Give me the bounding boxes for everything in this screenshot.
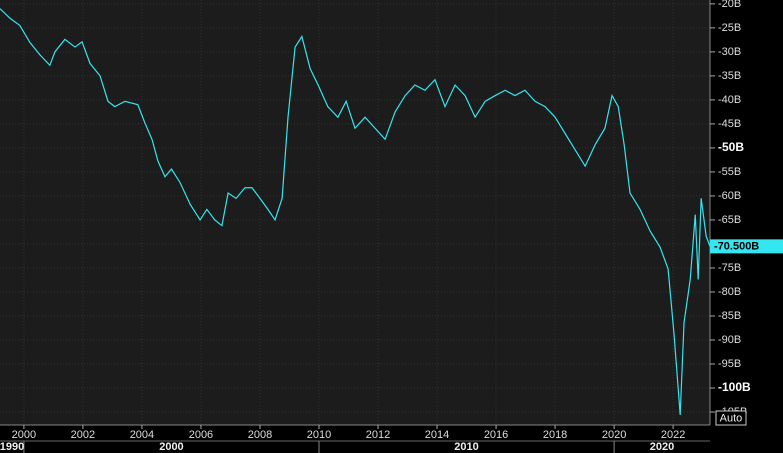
y-tick-label: -80B <box>718 286 741 298</box>
last-value-badge <box>710 239 783 254</box>
x-tick-label: 2012 <box>366 429 390 441</box>
y-tick-label: -50B <box>718 140 744 154</box>
x-tick-label: 2018 <box>543 429 567 441</box>
y-tick-label: -65B <box>718 214 741 226</box>
x-tick-label: 2020 <box>602 429 626 441</box>
y-tick-label: -55B <box>718 166 741 178</box>
decade-label: 2000 <box>159 441 183 453</box>
x-tick-label: 2022 <box>661 429 685 441</box>
decade-label: 1990 <box>0 441 24 453</box>
auto-button-label[interactable]: Auto <box>720 412 743 424</box>
y-tick-label: -100B <box>718 380 751 394</box>
last-value-label: -70.500B <box>714 240 759 252</box>
y-tick-label: -75B <box>718 262 741 274</box>
x-tick-label: 2014 <box>425 429 449 441</box>
x-tick-label: 2002 <box>71 429 95 441</box>
auto-button-frame[interactable] <box>715 410 747 426</box>
y-tick-label: -85B <box>718 310 741 322</box>
x-tick-label: 2010 <box>307 429 331 441</box>
marks <box>0 8 711 415</box>
decade-label: 2020 <box>650 441 674 453</box>
plot-area <box>0 0 710 425</box>
x-tick-label: 2006 <box>189 429 213 441</box>
y-tick-label: -30B <box>718 46 741 58</box>
auto-button[interactable]: Auto <box>715 410 747 426</box>
x-axis-area <box>0 425 710 453</box>
y-tick-label: -60B <box>718 190 741 202</box>
y-tick-label: -45B <box>718 118 741 130</box>
x-tick-label: 2008 <box>248 429 272 441</box>
grid <box>0 0 715 453</box>
y-tick-label: -90B <box>718 334 741 346</box>
y-tick-label: -95B <box>718 358 741 370</box>
y-tick-label: -25B <box>718 22 741 34</box>
x-tick-label: 2004 <box>130 429 154 441</box>
y-tick-label: -20B <box>718 0 741 10</box>
line <box>0 8 711 415</box>
decade-label: 2010 <box>454 441 478 453</box>
y-axis-area <box>710 0 783 453</box>
x-tick-label: 2000 <box>12 429 36 441</box>
y-tick-label: -40B <box>718 94 741 106</box>
y-tick-label: -35B <box>718 70 741 82</box>
x-tick-label: 2016 <box>484 429 508 441</box>
